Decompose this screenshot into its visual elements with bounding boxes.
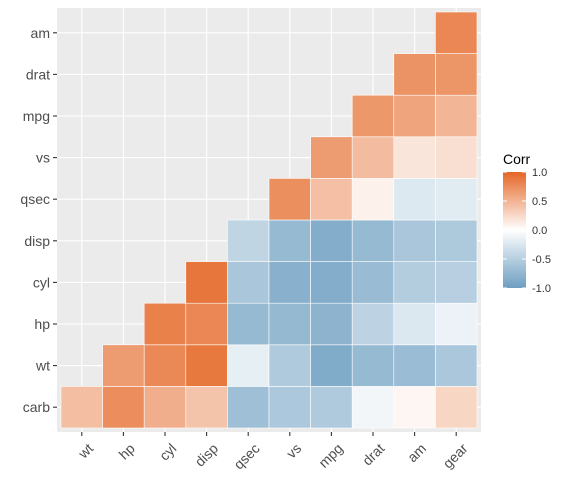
- heatmap-cell-wt-disp: [185, 344, 228, 387]
- heatmap-cell-cyl-vs: [268, 261, 311, 304]
- y-tick-label-qsec: qsec: [20, 191, 50, 207]
- heatmap-cell-wt-qsec: [227, 344, 270, 387]
- x-tick-label-disp: disp: [192, 440, 222, 470]
- heatmap-cell-wt-gear: [435, 344, 478, 387]
- legend-tick-label: 0.5: [532, 196, 547, 208]
- y-tick-label-drat: drat: [26, 66, 50, 82]
- heatmap-cell-qsec-drat: [351, 178, 395, 221]
- y-tick-label-vs: vs: [36, 150, 50, 166]
- x-axis: wt hp cyl disp qsec vs mpg drat am gear: [74, 432, 471, 472]
- legend: Corr 1.0 0.5 0.0 -0.5 -1.0: [503, 151, 551, 295]
- heatmap-cell-cyl-am: [393, 261, 436, 304]
- heatmap-cell-carb-wt: [60, 386, 103, 429]
- heatmap-cell-hp-disp: [185, 302, 228, 346]
- heatmap-cell-disp-vs: [268, 219, 311, 262]
- heatmap-cell-mpg-drat: [351, 94, 395, 138]
- x-tick-label-cyl: cyl: [156, 440, 179, 463]
- heatmap-cell-hp-drat: [351, 302, 395, 346]
- y-tick-label-disp: disp: [24, 233, 50, 249]
- heatmap-cell-wt-vs: [268, 344, 311, 387]
- heatmap-cell-carb-gear: [435, 386, 478, 429]
- heatmap-cell-hp-qsec: [227, 302, 270, 346]
- heatmap-cell-cyl-mpg: [310, 261, 353, 304]
- heatmap-cell-disp-drat: [351, 219, 395, 262]
- y-tick-label-hp: hp: [34, 316, 50, 332]
- heatmap-cell-cyl-gear: [435, 261, 478, 304]
- heatmap-cell-carb-drat: [351, 386, 395, 429]
- x-tick-label-am: am: [404, 440, 429, 465]
- y-tick-label-wt: wt: [35, 358, 50, 374]
- heatmap-cell-am-gear: [435, 11, 478, 54]
- heatmap-cell-vs-drat: [351, 136, 395, 179]
- legend-tick-label: 0.0: [532, 225, 547, 237]
- heatmap-cells: [60, 11, 478, 429]
- heatmap-cell-carb-am: [393, 386, 436, 429]
- heatmap-cell-carb-cyl: [143, 386, 187, 429]
- heatmap-cell-vs-mpg: [310, 136, 353, 179]
- heatmap-cell-wt-am: [393, 344, 436, 387]
- heatmap-cell-wt-mpg: [310, 344, 353, 387]
- heatmap-cell-mpg-am: [393, 94, 436, 138]
- heatmap-cell-disp-am: [393, 219, 436, 262]
- heatmap-cell-cyl-disp: [185, 261, 228, 304]
- heatmap-cell-vs-gear: [435, 136, 478, 179]
- y-tick-label-mpg: mpg: [23, 108, 50, 124]
- legend-tick-label: 1.0: [532, 167, 547, 179]
- heatmap-cell-wt-drat: [351, 344, 395, 387]
- x-tick-label-drat: drat: [359, 440, 387, 468]
- heatmap-cell-hp-mpg: [310, 302, 353, 346]
- heatmap-cell-disp-gear: [435, 219, 478, 262]
- heatmap-cell-cyl-drat: [351, 261, 395, 304]
- heatmap-cell-drat-gear: [435, 53, 478, 96]
- heatmap-cell-hp-cyl: [143, 302, 187, 346]
- y-tick-label-cyl: cyl: [33, 274, 50, 290]
- heatmap-cell-qsec-gear: [435, 178, 478, 221]
- x-tick-label-mpg: mpg: [315, 440, 346, 471]
- heatmap-cell-vs-am: [393, 136, 436, 179]
- x-tick-label-vs: vs: [283, 440, 304, 461]
- legend-tick-label: -1.0: [532, 283, 551, 295]
- x-tick-label-gear: gear: [440, 440, 471, 471]
- y-tick-label-carb: carb: [23, 399, 50, 415]
- heatmap-cell-qsec-vs: [268, 178, 311, 221]
- x-tick-label-qsec: qsec: [230, 440, 262, 472]
- heatmap-cell-carb-qsec: [227, 386, 270, 429]
- heatmap-cell-wt-hp: [102, 344, 145, 387]
- legend-tick-label: -0.5: [532, 254, 551, 266]
- x-tick-label-hp: hp: [116, 440, 138, 462]
- heatmap-cell-hp-am: [393, 302, 436, 346]
- heatmap-cell-disp-qsec: [227, 219, 270, 262]
- legend-title: Corr: [503, 151, 531, 167]
- heatmap-cell-qsec-am: [393, 178, 436, 221]
- heatmap-cell-disp-mpg: [310, 219, 353, 262]
- heatmap-cell-mpg-gear: [435, 94, 478, 138]
- heatmap-cell-drat-am: [393, 53, 436, 96]
- heatmap-cell-carb-vs: [268, 386, 311, 429]
- heatmap-cell-hp-gear: [435, 302, 478, 346]
- heatmap-cell-carb-mpg: [310, 386, 353, 429]
- heatmap-cell-carb-hp: [102, 386, 145, 429]
- y-axis: am drat mpg vs qsec disp cyl hp wt carb: [20, 25, 57, 415]
- legend-colorbar: [503, 172, 526, 288]
- heatmap-cell-hp-vs: [268, 302, 311, 346]
- heatmap-cell-cyl-qsec: [227, 261, 270, 304]
- heatmap-cell-carb-disp: [185, 386, 228, 429]
- heatmap-cell-qsec-mpg: [310, 178, 353, 221]
- y-tick-label-am: am: [31, 25, 50, 41]
- x-tick-label-wt: wt: [74, 440, 96, 462]
- heatmap-cell-wt-cyl: [143, 344, 187, 387]
